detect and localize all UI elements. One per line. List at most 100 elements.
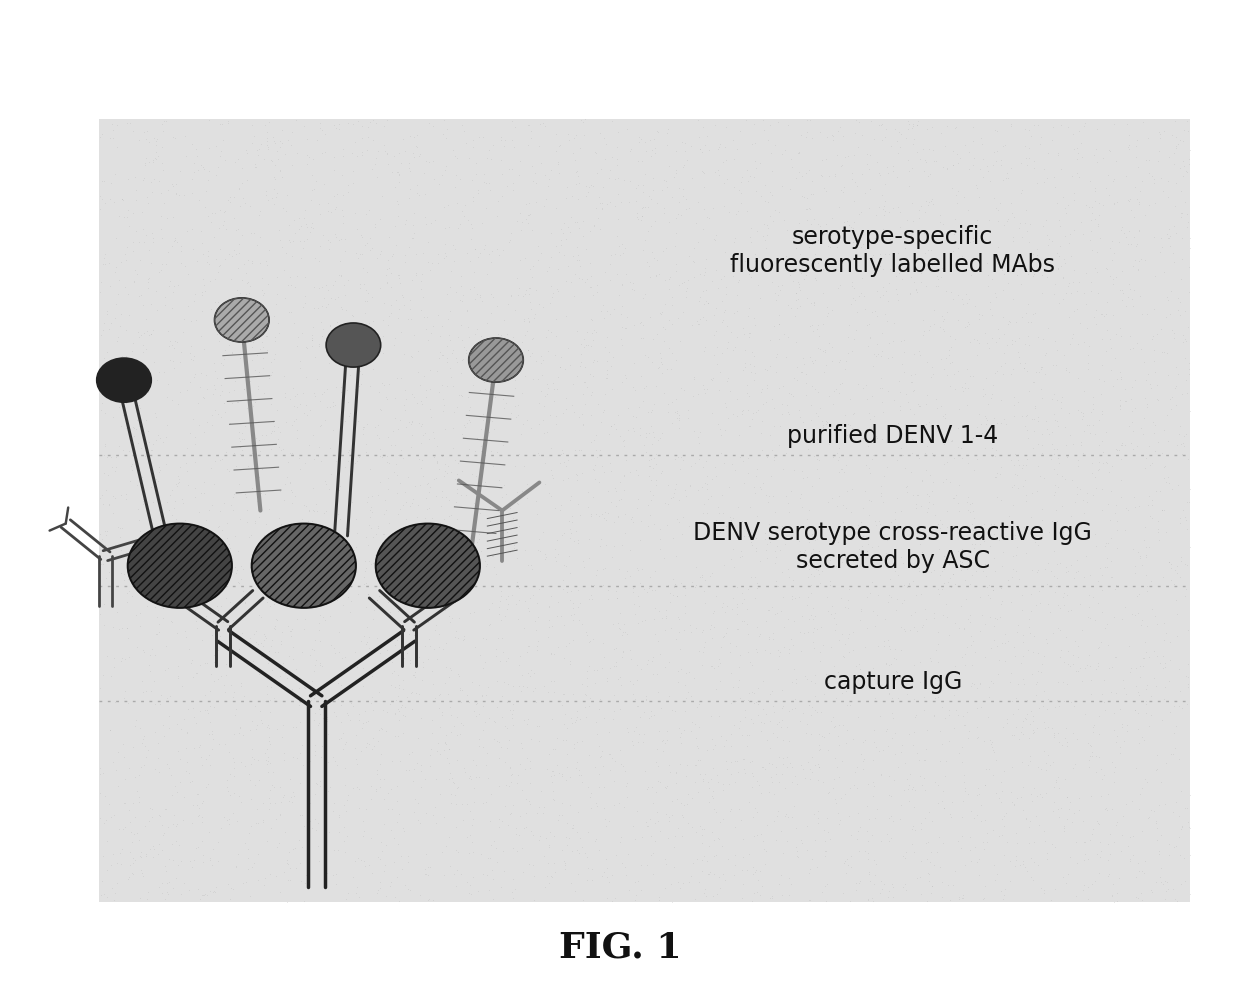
Point bbox=[734, 691, 754, 707]
Point bbox=[604, 616, 624, 632]
Point bbox=[672, 828, 692, 844]
Point bbox=[1161, 560, 1180, 576]
Point bbox=[595, 819, 615, 835]
Point bbox=[671, 381, 691, 397]
Point bbox=[109, 439, 129, 455]
Point bbox=[921, 885, 941, 901]
Point bbox=[394, 650, 414, 666]
Point bbox=[1028, 858, 1048, 874]
Point bbox=[262, 368, 281, 384]
Point bbox=[676, 482, 696, 498]
Point bbox=[190, 737, 210, 754]
Point bbox=[507, 776, 527, 792]
Point bbox=[537, 425, 557, 441]
Point bbox=[558, 719, 578, 735]
Point bbox=[228, 152, 248, 168]
Point bbox=[1063, 169, 1083, 185]
Point bbox=[465, 639, 485, 655]
Point bbox=[305, 350, 325, 366]
Point bbox=[381, 280, 401, 296]
Point bbox=[1140, 488, 1159, 504]
Point bbox=[402, 427, 422, 443]
Point bbox=[701, 568, 720, 584]
Point bbox=[219, 767, 239, 783]
Point bbox=[136, 848, 156, 864]
Point bbox=[1126, 150, 1146, 166]
Point bbox=[305, 252, 325, 268]
Point bbox=[991, 493, 1011, 509]
Point bbox=[232, 273, 252, 289]
Point bbox=[487, 193, 507, 209]
Point bbox=[449, 388, 469, 404]
Point bbox=[362, 741, 382, 758]
Point bbox=[1167, 397, 1187, 413]
Point bbox=[658, 158, 678, 174]
Point bbox=[272, 624, 291, 640]
Point bbox=[1145, 608, 1164, 624]
Point bbox=[838, 318, 858, 334]
Point bbox=[1022, 666, 1042, 682]
Point bbox=[993, 283, 1013, 299]
Point bbox=[288, 400, 308, 416]
Point bbox=[193, 390, 213, 406]
Point bbox=[304, 386, 324, 402]
Point bbox=[476, 758, 496, 774]
Point bbox=[627, 657, 647, 673]
Point bbox=[703, 371, 723, 387]
Point bbox=[810, 453, 830, 469]
Point bbox=[330, 511, 350, 527]
Point bbox=[966, 178, 986, 194]
Point bbox=[1136, 693, 1156, 709]
Point bbox=[265, 347, 285, 363]
Point bbox=[583, 333, 603, 349]
Point bbox=[419, 484, 439, 500]
Point bbox=[1058, 738, 1078, 755]
Point bbox=[738, 174, 758, 190]
Point bbox=[915, 246, 935, 263]
Point bbox=[718, 411, 738, 427]
Point bbox=[692, 852, 712, 868]
Point bbox=[367, 428, 387, 444]
Point bbox=[954, 620, 973, 636]
Point bbox=[1147, 392, 1167, 408]
Point bbox=[792, 471, 812, 487]
Point bbox=[916, 155, 936, 171]
Point bbox=[460, 827, 480, 843]
Point bbox=[1081, 876, 1101, 892]
Point bbox=[494, 864, 513, 880]
Point bbox=[332, 167, 352, 183]
Point bbox=[1032, 880, 1052, 896]
Point bbox=[150, 522, 170, 538]
Point bbox=[667, 588, 687, 604]
Point bbox=[766, 766, 786, 782]
Point bbox=[145, 724, 165, 740]
Point bbox=[567, 467, 587, 483]
Point bbox=[1087, 573, 1107, 589]
Point bbox=[940, 356, 960, 372]
Point bbox=[456, 346, 476, 362]
Point bbox=[1007, 268, 1027, 284]
Point bbox=[913, 474, 932, 490]
Point bbox=[491, 879, 511, 895]
Point bbox=[188, 787, 208, 803]
Point bbox=[934, 324, 954, 340]
Point bbox=[124, 274, 144, 290]
Point bbox=[124, 124, 144, 140]
Point bbox=[882, 656, 901, 672]
Point bbox=[387, 193, 407, 209]
Point bbox=[402, 387, 422, 403]
Point bbox=[334, 597, 353, 613]
Point bbox=[884, 316, 904, 332]
Point bbox=[541, 280, 560, 296]
Point bbox=[366, 420, 386, 436]
Point bbox=[1126, 678, 1146, 694]
Point bbox=[502, 161, 522, 177]
Point bbox=[92, 488, 112, 504]
Point bbox=[955, 380, 975, 396]
Point bbox=[270, 134, 290, 150]
Point bbox=[1168, 136, 1188, 152]
Point bbox=[1136, 634, 1156, 650]
Point bbox=[753, 673, 773, 689]
Point bbox=[694, 201, 714, 217]
Point bbox=[916, 387, 936, 403]
